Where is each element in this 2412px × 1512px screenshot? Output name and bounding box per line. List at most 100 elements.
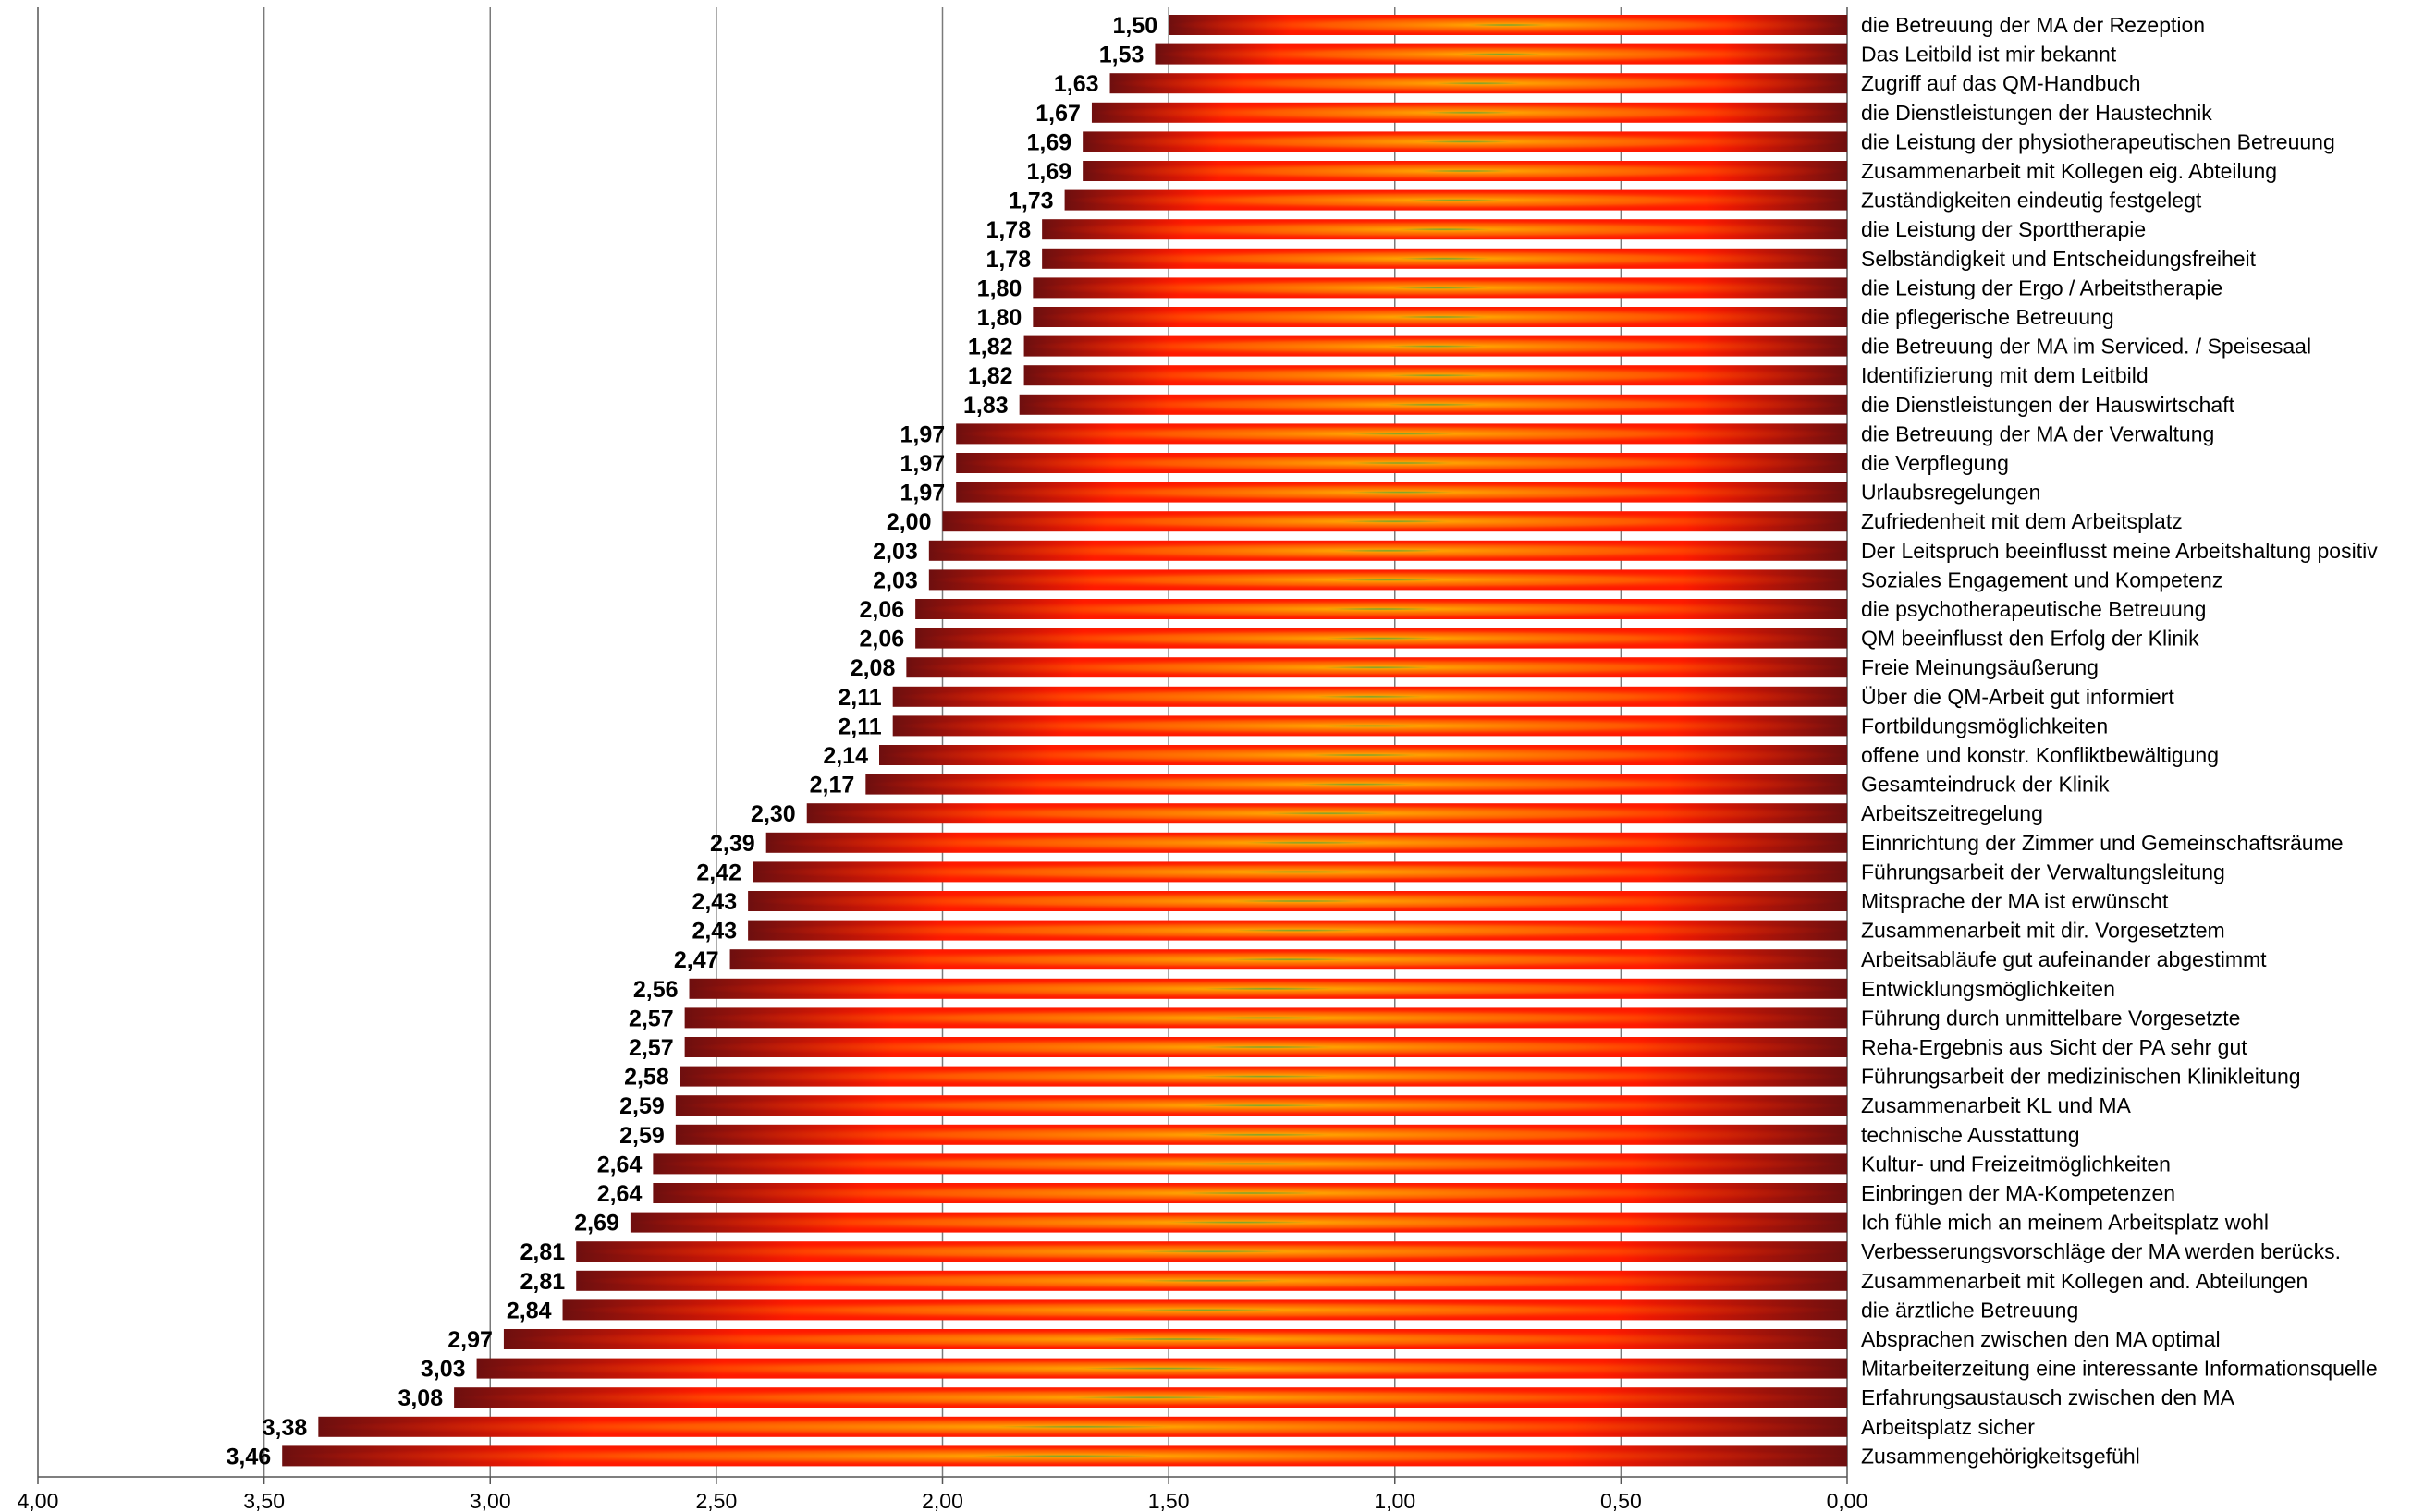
value-label: 1,80 (977, 305, 1022, 331)
bar-highlight (956, 453, 1847, 473)
bar-highlight (675, 1124, 1847, 1145)
x-tick-labels: 4,00 3,50 3,00 2,50 2,00 1,50 1,00 0,50 0,00 (18, 1489, 1868, 1512)
bars (282, 15, 1848, 1467)
category-label: die Leistung der Ergo / Arbeitstherapie (1861, 275, 2222, 299)
value-label: 1,78 (986, 247, 1031, 273)
bar-highlight (503, 1329, 1847, 1349)
value-label: 1,67 (1035, 101, 1081, 127)
value-label: 2,57 (629, 1035, 674, 1061)
category-label: Führung durch unmittelbare Vorgesetzte (1861, 1006, 2240, 1030)
value-label: 2,97 (447, 1327, 493, 1353)
value-label: 2,56 (633, 977, 679, 1003)
bar-highlight (576, 1241, 1847, 1262)
x-tick-label: 2,50 (695, 1489, 737, 1512)
category-label: Zusammenarbeit mit dir. Vorgesetztem (1861, 919, 2225, 943)
bar-highlight (928, 540, 1847, 561)
bar-highlight (1042, 248, 1847, 269)
bar-highlight (806, 803, 1847, 824)
value-label: 2,03 (873, 567, 918, 593)
bar-highlight (748, 920, 1847, 941)
bar-highlight (1091, 102, 1847, 123)
category-label: Einbringen der MA-Kompetenzen (1861, 1181, 2175, 1205)
category-label: Freie Meinungsäußerung (1861, 655, 2099, 679)
value-label: 2,11 (838, 713, 881, 739)
category-label: die Leistung der Sporttherapie (1861, 217, 2146, 241)
value-label: 1,63 (1054, 71, 1099, 97)
value-label: 2,64 (597, 1181, 643, 1207)
bar-highlight (562, 1299, 1847, 1321)
value-label: 2,59 (619, 1093, 665, 1119)
x-tick-label: 2,00 (922, 1489, 963, 1512)
category-label: Das Leitbild ist mir bekannt (1861, 43, 2117, 67)
category-label: Identifizierung mit dem Leitbild (1861, 363, 2149, 387)
category-label: Zuständigkeiten eindeutig festgelegt (1861, 189, 2202, 213)
value-label: 2,06 (859, 627, 904, 652)
x-tick-label: 1,50 (1148, 1489, 1190, 1512)
category-label: offene und konstr. Konfliktbewältigung (1861, 743, 2219, 767)
value-label: 1,73 (1009, 189, 1054, 214)
value-label: 2,17 (810, 773, 855, 799)
bar-highlight (684, 1037, 1848, 1057)
bar-highlight (680, 1066, 1847, 1087)
value-label: 1,50 (1112, 13, 1157, 39)
category-label: die psychotherapeutische Betreuung (1861, 597, 2206, 621)
value-label: 1,83 (963, 393, 1009, 419)
category-label: Mitsprache der MA ist erwünscht (1861, 889, 2169, 913)
bar-highlight (653, 1183, 1847, 1203)
x-tick-label: 3,00 (470, 1489, 511, 1512)
value-label: 1,69 (1026, 129, 1071, 155)
bar-highlight (865, 774, 1847, 795)
bar-highlight (1023, 335, 1847, 357)
value-label: 1,97 (900, 481, 946, 506)
bar-highlight (653, 1153, 1847, 1175)
value-label: 2,43 (692, 889, 737, 915)
category-label: Fortbildungsmöglichkeiten (1861, 713, 2108, 738)
value-label: 3,03 (421, 1357, 466, 1383)
value-label: 2,69 (574, 1211, 619, 1237)
category-label: Reha-Ergebnis aus Sicht der PA sehr gut (1861, 1035, 2247, 1059)
value-label: 2,00 (887, 509, 932, 535)
category-label: Der Leitspruch beeinflusst meine Arbeits… (1861, 539, 2378, 563)
x-tick-label: 1,00 (1374, 1489, 1415, 1512)
category-label: die ärztliche Betreuung (1861, 1298, 2078, 1322)
category-label: die pflegerische Betreuung (1861, 305, 2114, 329)
value-label: 3,46 (227, 1444, 272, 1469)
value-label: 1,78 (986, 217, 1031, 243)
bar-highlight (906, 657, 1847, 678)
value-label: 2,14 (823, 743, 868, 769)
bar-highlight (765, 832, 1847, 853)
value-label: 1,97 (900, 421, 946, 447)
bar-highlight (318, 1416, 1848, 1437)
value-label: 2,84 (507, 1298, 552, 1323)
category-label: Selbständigkeit und Entscheidungsfreihei… (1861, 247, 2257, 271)
category-label: Führungsarbeit der medizinischen Klinikl… (1861, 1065, 2301, 1089)
bar-highlight (956, 423, 1847, 445)
value-label: 2,42 (696, 860, 741, 885)
category-label: Über die QM-Arbeit gut informiert (1861, 685, 2174, 709)
category-label: Arbeitszeitregelung (1861, 801, 2043, 825)
bar-highlight (753, 861, 1847, 883)
value-label: 1,82 (968, 335, 1013, 360)
value-label: 3,38 (263, 1415, 308, 1441)
category-label: Gesamteindruck der Klinik (1861, 773, 2110, 797)
category-label: die Verpflegung (1861, 451, 2009, 475)
category-label: Ich fühle mich an meinem Arbeitsplatz wo… (1861, 1211, 2269, 1235)
category-label: die Leistung der physiotherapeutischen B… (1861, 129, 2335, 153)
bar-highlight (729, 949, 1847, 970)
category-label: Absprachen zwischen den MA optimal (1861, 1327, 2221, 1351)
category-label: Zusammengehörigkeitsgefühl (1861, 1444, 2140, 1468)
category-label: Soziales Engagement und Kompetenz (1861, 567, 2222, 591)
category-label: Urlaubsregelungen (1861, 481, 2040, 505)
bar-highlight (454, 1387, 1847, 1408)
x-tick-label: 0,00 (1827, 1489, 1868, 1512)
category-label: Arbeitsabläufe gut aufeinander abgestimm… (1861, 947, 2267, 971)
bar-highlight (282, 1445, 1847, 1467)
category-label: Verbesserungsvorschläge der MA werden be… (1861, 1239, 2341, 1263)
bar-highlight (956, 482, 1847, 503)
bar-highlight (476, 1358, 1847, 1379)
category-label: die Dienstleistungen der Hauswirtschaft (1861, 393, 2235, 417)
bar-highlight (1042, 219, 1847, 240)
category-label: Einnrichtung der Zimmer und Gemeinschaft… (1861, 831, 2344, 855)
category-label: Kultur- und Freizeitmöglichkeiten (1861, 1152, 2171, 1176)
category-label: die Betreuung der MA der Rezeption (1861, 13, 2205, 37)
